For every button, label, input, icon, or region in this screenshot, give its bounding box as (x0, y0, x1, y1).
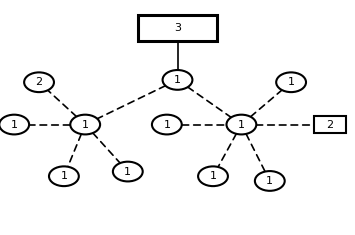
Text: 1: 1 (288, 77, 295, 87)
Circle shape (198, 166, 228, 186)
Circle shape (152, 115, 182, 134)
Text: 2: 2 (327, 120, 334, 129)
Text: 2: 2 (36, 77, 43, 87)
Circle shape (255, 171, 285, 191)
Circle shape (113, 162, 143, 181)
Text: 1: 1 (163, 120, 170, 129)
Circle shape (0, 115, 29, 134)
Circle shape (49, 166, 79, 186)
Circle shape (70, 115, 100, 134)
Text: 3: 3 (174, 23, 181, 33)
Circle shape (226, 115, 256, 134)
Text: 1: 1 (60, 171, 67, 181)
Text: 1: 1 (11, 120, 18, 129)
Text: 1: 1 (209, 171, 217, 181)
Circle shape (276, 72, 306, 92)
Circle shape (24, 72, 54, 92)
Text: 1: 1 (266, 176, 273, 186)
Text: 1: 1 (238, 120, 245, 129)
Circle shape (163, 70, 192, 90)
Text: 1: 1 (174, 75, 181, 85)
Text: 1: 1 (82, 120, 89, 129)
Bar (138, 15, 217, 41)
Bar (314, 116, 346, 133)
Text: 1: 1 (124, 167, 131, 176)
